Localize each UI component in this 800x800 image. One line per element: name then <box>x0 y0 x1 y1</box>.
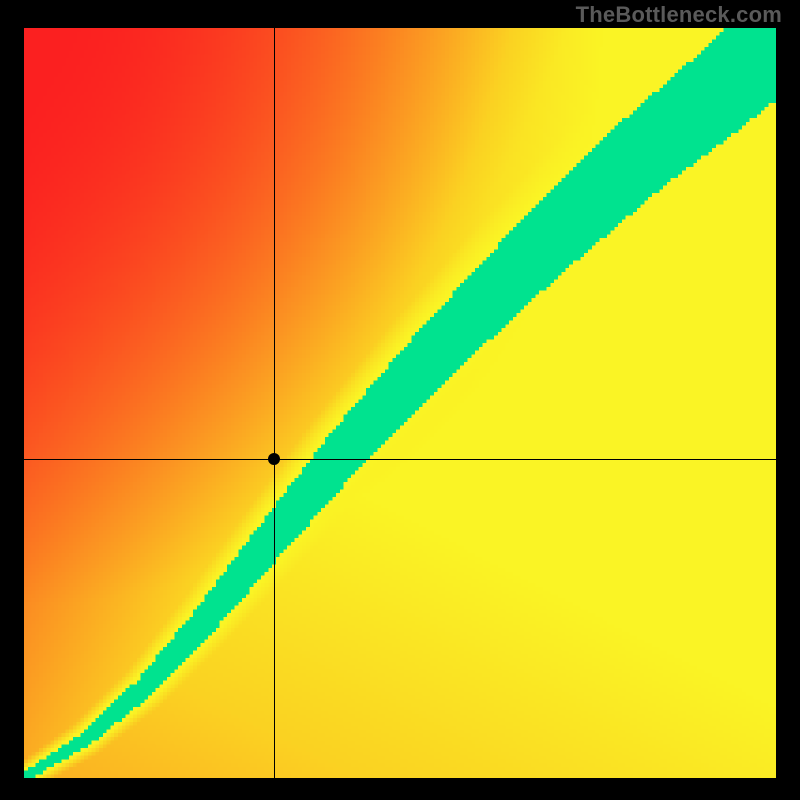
watermark-text: TheBottleneck.com <box>576 2 782 28</box>
heatmap-plot <box>24 28 776 778</box>
crosshair-horizontal <box>24 459 776 460</box>
heatmap-canvas <box>24 28 776 778</box>
crosshair-vertical <box>274 28 275 778</box>
frame: TheBottleneck.com <box>0 0 800 800</box>
